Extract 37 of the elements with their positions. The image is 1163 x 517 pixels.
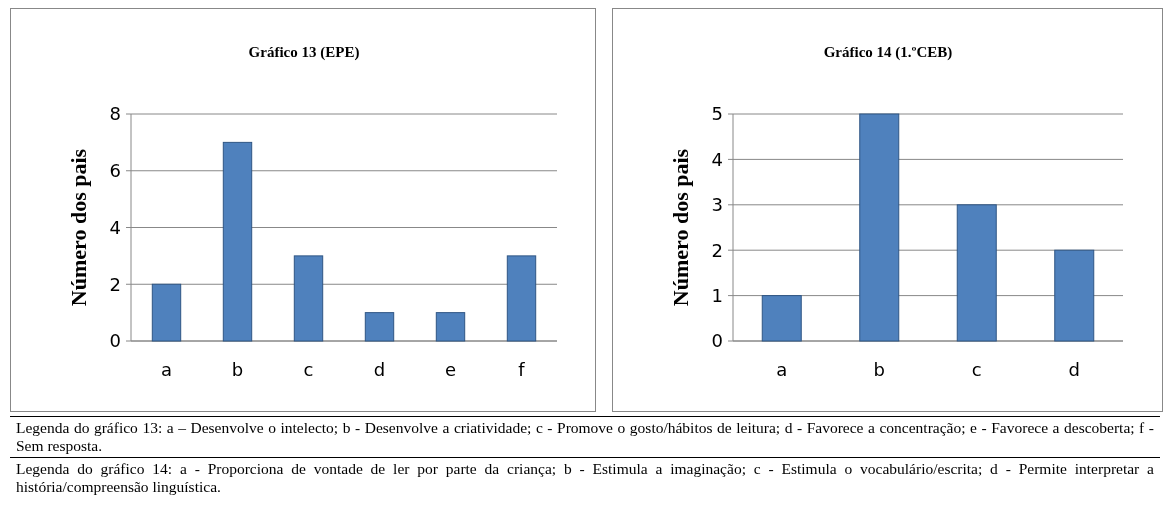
x-tick-label: b <box>231 359 244 380</box>
bar <box>859 113 900 342</box>
y-tick-label: 5 <box>712 103 724 125</box>
bar <box>506 255 537 342</box>
y-tick-label: 2 <box>712 239 724 261</box>
x-tick-label: c <box>972 359 983 380</box>
y-axis-title: Número dos pais <box>66 148 91 307</box>
bar <box>762 295 803 342</box>
text: Legenda do gráfico 13: a – Desenvolve o intelecto; b - Desenvolve a criatividade; c - Promove o gosto/hábitos de leitura; d - Favorece a concentração; e - Favorece a descoberta; f - Sem resposta. <box>10 416 1160 457</box>
bar <box>435 312 466 342</box>
y-tick-label: 2 <box>109 273 121 295</box>
x-tick-label: c <box>303 359 314 380</box>
y-tick-label: 4 <box>712 148 724 170</box>
y-axis-title: Número dos pais <box>668 148 694 307</box>
x-tick-label: a <box>160 359 173 380</box>
x-tick-label: e <box>444 359 457 380</box>
bar <box>364 312 395 342</box>
y-tick-label: 0 <box>109 330 121 352</box>
y-tick-label: 4 <box>109 216 121 238</box>
y-tick-label: 0 <box>712 330 724 352</box>
y-tick-label: 1 <box>712 284 724 306</box>
bar <box>293 255 324 342</box>
bar <box>1054 249 1095 342</box>
y-tick-label: 3 <box>712 194 724 216</box>
chart-title: Gráfico 14 (1.ºCEB) <box>824 44 953 61</box>
chart-title: Gráfico 13 (EPE) <box>248 44 360 61</box>
x-tick-label: d <box>373 359 386 380</box>
x-tick-label: f <box>518 359 526 380</box>
bar <box>957 204 998 342</box>
bar <box>222 141 253 342</box>
y-tick-label: 6 <box>109 160 121 182</box>
text: Legenda do gráfico 14: a - Proporciona de vontade de ler por parte da criança; b - Estimula a imaginação; c - Estimula o vocabulário/escrita; d - Permite interpretar a história/compreensão linguística. <box>10 457 1160 498</box>
x-tick-label: b <box>873 359 886 380</box>
bar <box>151 283 182 342</box>
y-tick-label: 8 <box>109 103 121 125</box>
x-tick-label: a <box>776 359 788 380</box>
x-tick-label: d <box>1068 359 1081 380</box>
